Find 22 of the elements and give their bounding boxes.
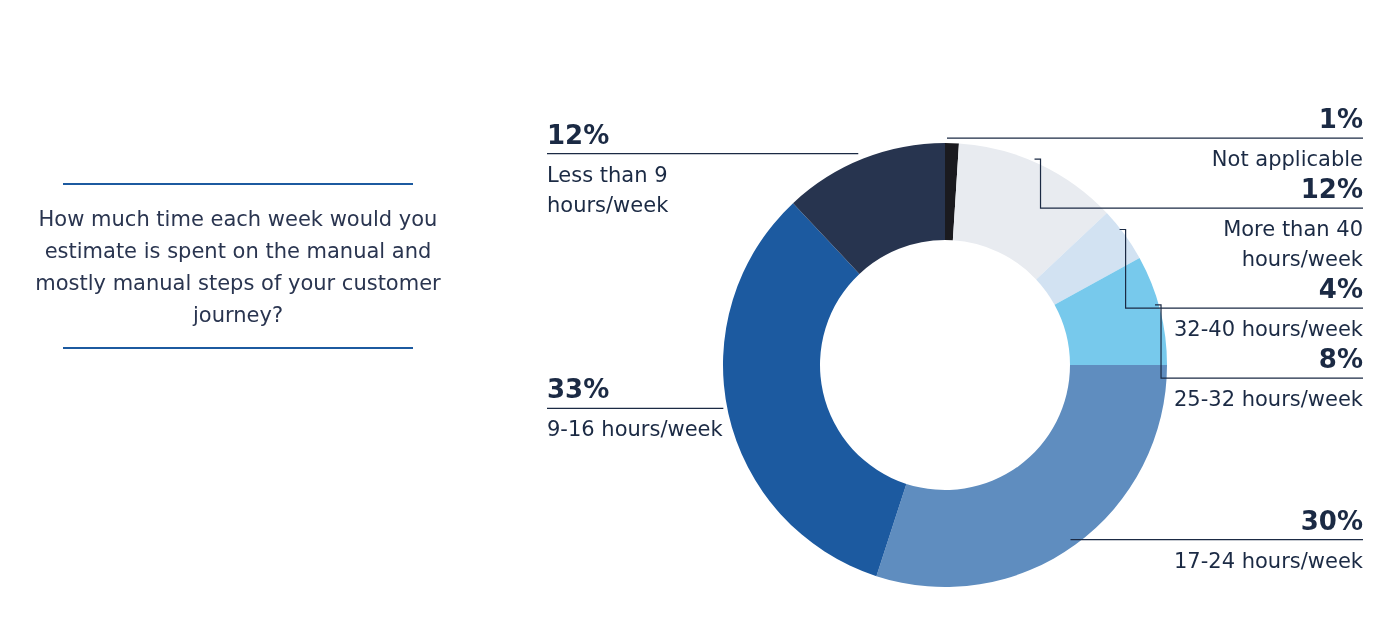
text: How much time each week would you estimate is spent on the manual and mostly manual steps of your customer journey? <box>34 206 442 329</box>
slice-label: Less than 9 hours/week <box>547 162 670 217</box>
data-label: 12% <box>1300 174 1363 205</box>
data-label: 4% <box>1318 274 1363 305</box>
donut-slice <box>723 203 907 577</box>
slice-label: Not applicable <box>1211 147 1363 172</box>
donut-slice <box>793 143 945 274</box>
slice-label: 32-40 hours/week <box>1174 317 1364 342</box>
data-label: 1% <box>1318 104 1363 135</box>
data-label: 12% <box>547 119 610 150</box>
slice-label: More than 40 hours/week <box>1223 217 1364 272</box>
donut-slice <box>1036 213 1140 305</box>
donut-slice <box>952 143 1107 280</box>
donut-slice <box>1054 258 1167 365</box>
donut-slice <box>945 143 959 241</box>
data-label: 30% <box>1300 505 1363 536</box>
slice-label: 9-16 hours/week <box>547 417 724 442</box>
slice-label: 17-24 hours/week <box>1174 548 1364 573</box>
data-label: 33% <box>547 374 610 405</box>
data-label: 8% <box>1318 344 1363 375</box>
slice-label: 25-32 hours/week <box>1174 387 1364 412</box>
donut-slice <box>876 365 1167 587</box>
